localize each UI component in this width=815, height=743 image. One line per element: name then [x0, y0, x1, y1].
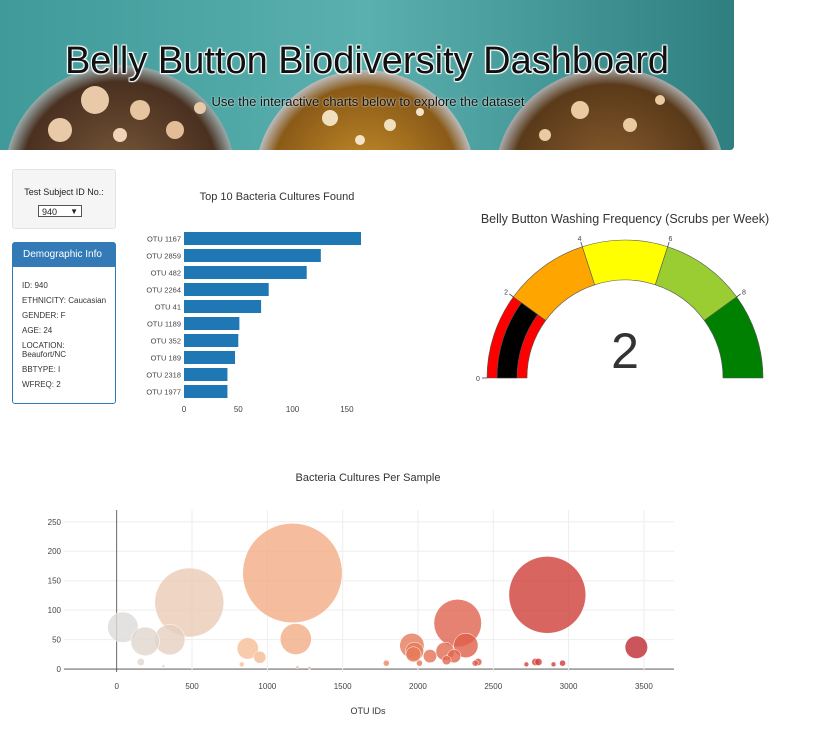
demo-bbtype: BBTYPE: I — [22, 365, 61, 374]
bubble-x-axis-label: OTU IDs — [351, 706, 386, 716]
washing-frequency-gauge: Belly Button Washing Frequency (Scrubs p… — [476, 212, 769, 383]
bar — [184, 385, 228, 398]
bar-category-label: OTU 189 — [151, 354, 181, 363]
bar — [184, 334, 239, 347]
bubble-y-tick-label: 200 — [48, 547, 62, 556]
demo-wfreq: WFREQ: 2 — [22, 380, 61, 389]
bar — [184, 283, 269, 296]
bubble-y-tick-label: 150 — [48, 577, 62, 586]
bar-category-label: OTU 1167 — [147, 235, 181, 244]
bar-x-tick-label: 50 — [234, 405, 243, 414]
bar-chart-title: Top 10 Bacteria Cultures Found — [200, 191, 355, 203]
page-title: Belly Button Biodiversity Dashboard — [64, 40, 670, 82]
bubble-y-tick-label: 50 — [52, 636, 61, 645]
header-banner: Belly Button Biodiversity Dashboard Use … — [0, 0, 734, 150]
bar-category-label: OTU 352 — [151, 337, 181, 346]
bubble-point — [405, 646, 422, 663]
bubble-point — [534, 658, 543, 666]
bubble-point — [508, 556, 587, 634]
bubble-y-tick-label: 250 — [48, 518, 62, 527]
gauge-tick-label: 2 — [504, 290, 508, 297]
bubble-y-tick-label: 0 — [57, 665, 62, 674]
bubble-point — [383, 659, 390, 667]
chevron-down-icon: ▼ — [70, 207, 78, 216]
top10-bar-chart: Top 10 Bacteria Cultures Found OTU 1167 O… — [146, 191, 361, 414]
gauge-band — [581, 239, 669, 286]
bar-category-label: OTU 482 — [151, 269, 181, 278]
bar-x-tick-label: 150 — [340, 405, 354, 414]
gauge-value-bar — [496, 302, 539, 379]
bubble-point — [236, 637, 259, 660]
demographic-info-body: ID: 940 ETHNICITY: Caucasian GENDER: F A… — [13, 267, 115, 389]
gauge-tick-label: 6 — [668, 236, 672, 243]
bubble-point — [416, 659, 423, 667]
bubble-point — [279, 623, 312, 655]
subject-id-value: 940 — [42, 207, 58, 217]
bar — [184, 368, 228, 381]
demo-id: ID: 940 — [22, 281, 48, 290]
bubble-point — [453, 633, 479, 658]
subject-selector-panel: Test Subject ID No.: 940 ▼ — [12, 169, 116, 229]
demo-ethnicity: ETHNICITY: Caucasian — [22, 296, 107, 305]
subject-id-dropdown[interactable]: 940 ▼ — [38, 205, 82, 217]
petri-dish-background — [0, 0, 734, 150]
bar — [184, 266, 307, 279]
bubble-point — [523, 661, 530, 668]
bubble-point — [136, 658, 145, 666]
bubble-chart-title: Bacteria Cultures Per Sample — [296, 472, 441, 484]
bar-category-label: OTU 2264 — [146, 286, 181, 295]
demo-gender: GENDER: F — [22, 311, 66, 320]
subject-selector-label: Test Subject ID No.: — [24, 187, 104, 197]
gauge-title: Belly Button Washing Frequency (Scrubs p… — [481, 212, 769, 226]
bubble-point — [161, 664, 166, 668]
demographic-info-heading: Demographic Info — [13, 243, 115, 267]
bubble-point — [130, 626, 160, 656]
bubble-x-tick-label: 2500 — [484, 682, 502, 691]
bubble-point — [154, 567, 225, 638]
bubble-x-tick-label: 3500 — [635, 682, 653, 691]
gauge-tick-label: 0 — [476, 376, 480, 383]
bar — [184, 351, 236, 364]
page-subtitle: Use the interactive charts below to expl… — [211, 94, 525, 109]
bar — [184, 232, 361, 245]
bubble-point — [242, 523, 343, 623]
bubble-point — [307, 666, 312, 670]
bubble-point — [253, 650, 267, 664]
demo-location: LOCATION: Beaufort/NC — [22, 341, 67, 359]
bar — [184, 249, 321, 262]
gauge-band — [703, 296, 764, 379]
demo-age: AGE: 24 — [22, 326, 53, 335]
bar-category-label: OTU 2318 — [146, 371, 181, 380]
bubble-x-tick-label: 1500 — [334, 682, 352, 691]
bar-category-label: OTU 1977 — [146, 388, 181, 397]
bar-category-label: OTU 41 — [155, 303, 181, 312]
bubble-point — [471, 659, 479, 667]
bar-category-label: OTU 2859 — [146, 252, 181, 261]
bubble-point — [441, 655, 452, 666]
gauge-tick-label: 4 — [578, 236, 582, 243]
bar — [184, 300, 262, 313]
bubble-x-tick-label: 500 — [185, 682, 199, 691]
demographic-info-panel: Demographic Info ID: 940 ETHNICITY: Cauc… — [12, 242, 116, 404]
bubble-point — [550, 661, 557, 668]
bar-x-tick-label: 100 — [286, 405, 300, 414]
bubble-point — [107, 611, 139, 643]
bubble-point — [559, 659, 566, 667]
bubble-point — [624, 635, 648, 659]
bubble-y-tick-label: 100 — [48, 606, 62, 615]
bubble-point — [423, 649, 437, 664]
bar — [184, 317, 240, 330]
bar-x-tick-label: 0 — [182, 405, 187, 414]
bubble-x-tick-label: 1000 — [258, 682, 276, 691]
bubble-x-tick-label: 3000 — [560, 682, 578, 691]
bubble-x-tick-label: 0 — [114, 682, 119, 691]
gauge-value-number: 2 — [611, 323, 639, 379]
bubble-point — [239, 661, 245, 668]
bar-category-label: OTU 1189 — [147, 320, 181, 329]
bubble-x-tick-label: 2000 — [409, 682, 427, 691]
bubble-point — [295, 665, 300, 670]
gauge-tick-label: 8 — [742, 290, 746, 297]
